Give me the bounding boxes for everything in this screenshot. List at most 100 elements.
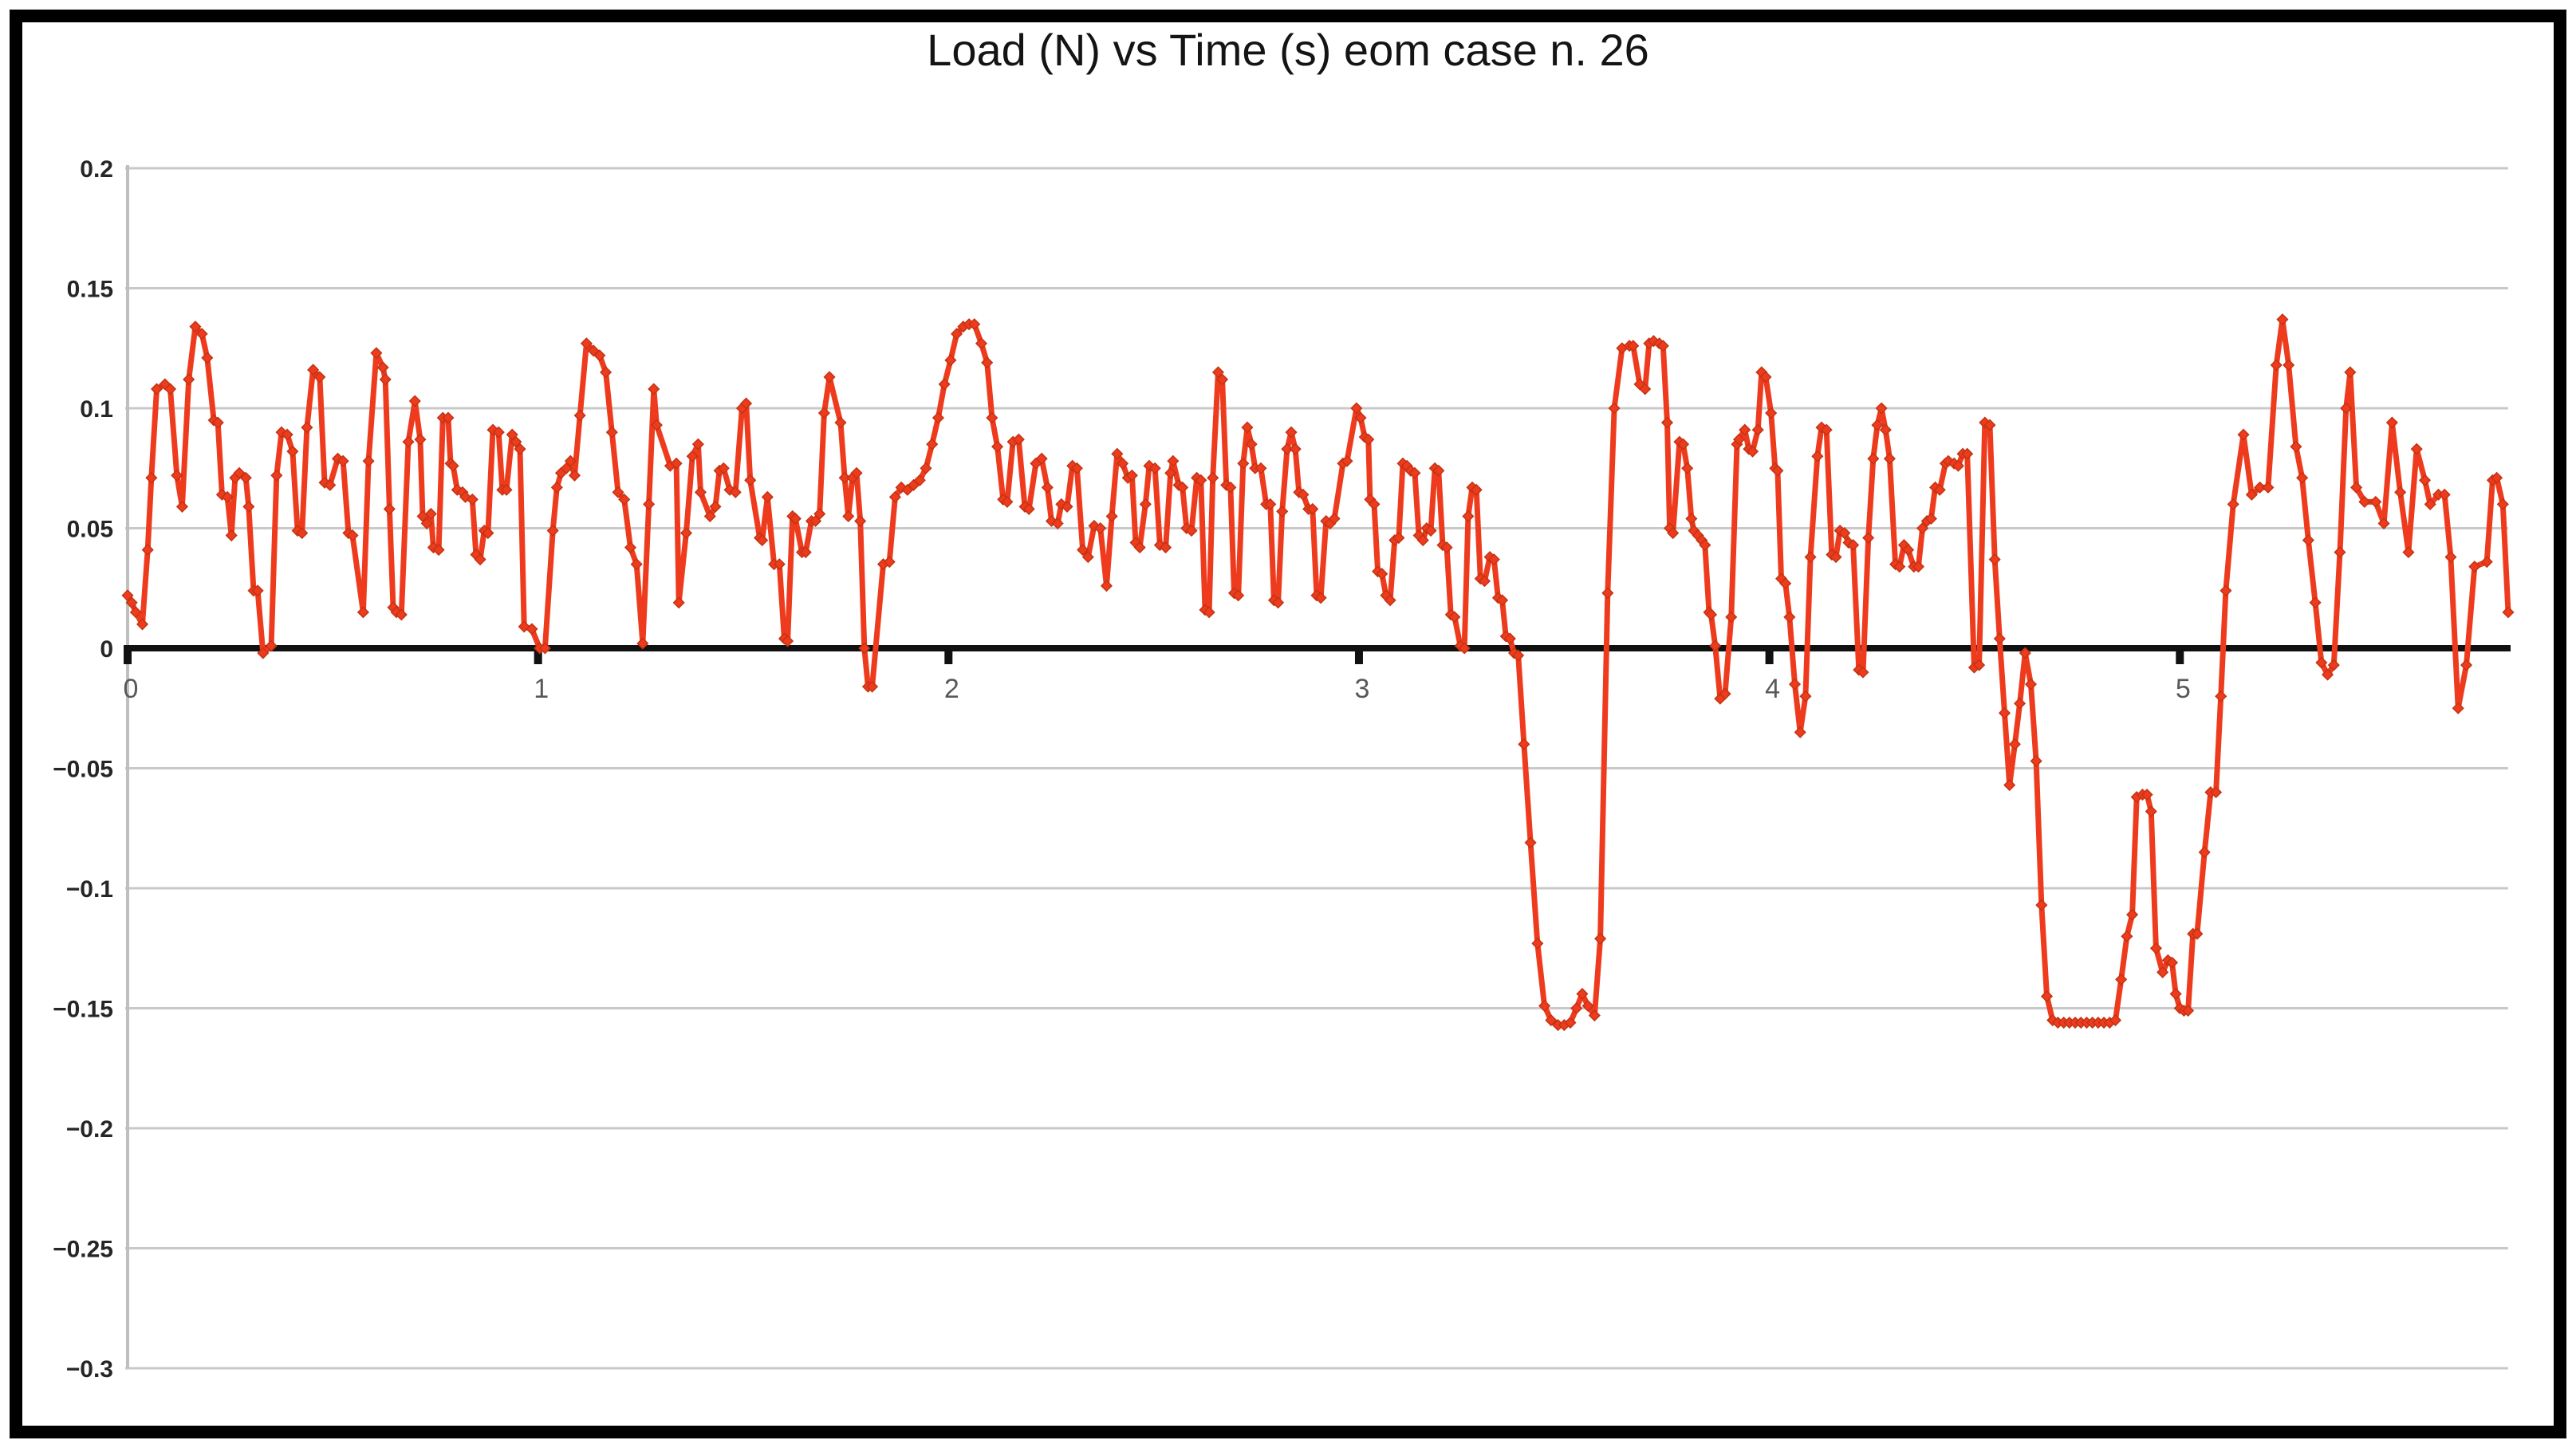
- series-marker: [2191, 927, 2204, 940]
- series-marker: [301, 421, 313, 434]
- series-marker: [2296, 471, 2309, 484]
- y-tick-label: 0.15: [67, 277, 113, 303]
- series-marker: [1952, 459, 1964, 472]
- series-marker: [981, 356, 994, 369]
- series-marker: [2169, 987, 2182, 1001]
- series-marker: [991, 440, 1004, 453]
- series-marker: [866, 680, 879, 693]
- series-marker: [612, 486, 624, 498]
- series-marker: [740, 397, 753, 410]
- series-marker: [1779, 577, 1792, 590]
- series-marker: [813, 507, 826, 521]
- series-marker: [1594, 932, 1607, 945]
- series-marker: [560, 462, 573, 474]
- series-marker: [1998, 706, 2011, 719]
- series-marker: [1001, 495, 1014, 508]
- series-marker: [2115, 973, 2128, 986]
- series-marker: [2340, 402, 2353, 415]
- series-marker: [1077, 544, 1089, 557]
- series-marker: [2024, 678, 2038, 691]
- series-marker: [2410, 443, 2423, 455]
- series-marker: [1871, 419, 1884, 431]
- series-marker: [717, 462, 730, 474]
- series-marker: [1699, 539, 1711, 552]
- x-axis-tick: [124, 651, 132, 664]
- series-marker: [2327, 659, 2340, 671]
- series-marker: [1496, 594, 1509, 607]
- series-marker: [817, 407, 830, 419]
- series-marker: [2424, 498, 2436, 510]
- series-marker: [1608, 402, 1621, 415]
- series-marker: [379, 373, 392, 386]
- series-marker: [1153, 539, 1166, 552]
- series-marker: [2276, 313, 2289, 326]
- series-marker: [239, 471, 252, 484]
- series-marker: [1216, 373, 1229, 386]
- series-marker: [2215, 690, 2227, 702]
- series-marker: [510, 435, 522, 448]
- series-marker: [944, 354, 957, 367]
- series-marker: [1432, 464, 1445, 477]
- series-marker: [1237, 457, 1250, 470]
- series-marker: [1875, 402, 1888, 415]
- series-marker: [2358, 495, 2371, 508]
- series-marker: [986, 411, 998, 424]
- series-marker: [201, 352, 214, 364]
- series-marker: [587, 344, 600, 357]
- series-marker: [2385, 416, 2398, 429]
- series-marker: [686, 450, 699, 462]
- series-marker: [1328, 512, 1341, 525]
- series-marker: [1545, 1013, 1558, 1027]
- series-marker: [307, 364, 320, 376]
- series-marker: [1105, 510, 1118, 523]
- series-marker: [1478, 575, 1491, 588]
- series-marker: [125, 596, 138, 609]
- series-marker: [141, 544, 154, 557]
- series-marker: [1916, 521, 1929, 535]
- series-marker: [643, 498, 656, 510]
- series-marker: [2141, 789, 2153, 801]
- series-marker: [854, 514, 867, 528]
- series-marker: [424, 507, 437, 521]
- series-marker: [1297, 488, 1310, 501]
- series-marker: [691, 438, 704, 451]
- series-marker: [514, 443, 526, 455]
- series-marker: [1588, 1009, 1601, 1022]
- series-marker: [1211, 366, 1225, 379]
- series-marker: [1224, 481, 1237, 494]
- series-marker: [568, 469, 581, 482]
- series-marker: [296, 526, 309, 540]
- series-marker: [1601, 587, 1614, 600]
- series-marker: [1656, 340, 1669, 352]
- series-marker: [442, 411, 455, 424]
- series-marker: [605, 426, 618, 439]
- series-marker: [1448, 611, 1461, 624]
- series-marker: [679, 526, 693, 540]
- series-marker: [1354, 411, 1367, 424]
- series-marker: [447, 459, 459, 472]
- series-marker: [518, 620, 530, 633]
- y-tick-label: 0.2: [80, 156, 113, 183]
- series-marker: [975, 337, 988, 350]
- series-marker: [1255, 462, 1267, 474]
- series-marker: [275, 426, 288, 439]
- series-marker: [163, 383, 177, 395]
- series-marker: [1893, 561, 1906, 573]
- series-marker: [2126, 908, 2139, 921]
- series-marker: [1912, 561, 1925, 573]
- series-marker: [1924, 512, 1937, 525]
- series-marker: [1503, 632, 1516, 645]
- series-marker: [1245, 438, 1258, 451]
- series-marker: [1350, 402, 1363, 415]
- series-marker: [1570, 1001, 1583, 1015]
- series-marker: [2003, 779, 2016, 792]
- y-tick-label: 0.05: [67, 517, 113, 543]
- series-marker: [938, 378, 951, 391]
- series-marker: [1879, 423, 1892, 436]
- series-marker: [121, 589, 134, 602]
- series-marker: [799, 546, 812, 559]
- y-tick-label: −0.1: [66, 876, 113, 903]
- series-marker: [593, 349, 606, 362]
- series-marker: [1392, 531, 1405, 545]
- series-marker: [1470, 483, 1483, 496]
